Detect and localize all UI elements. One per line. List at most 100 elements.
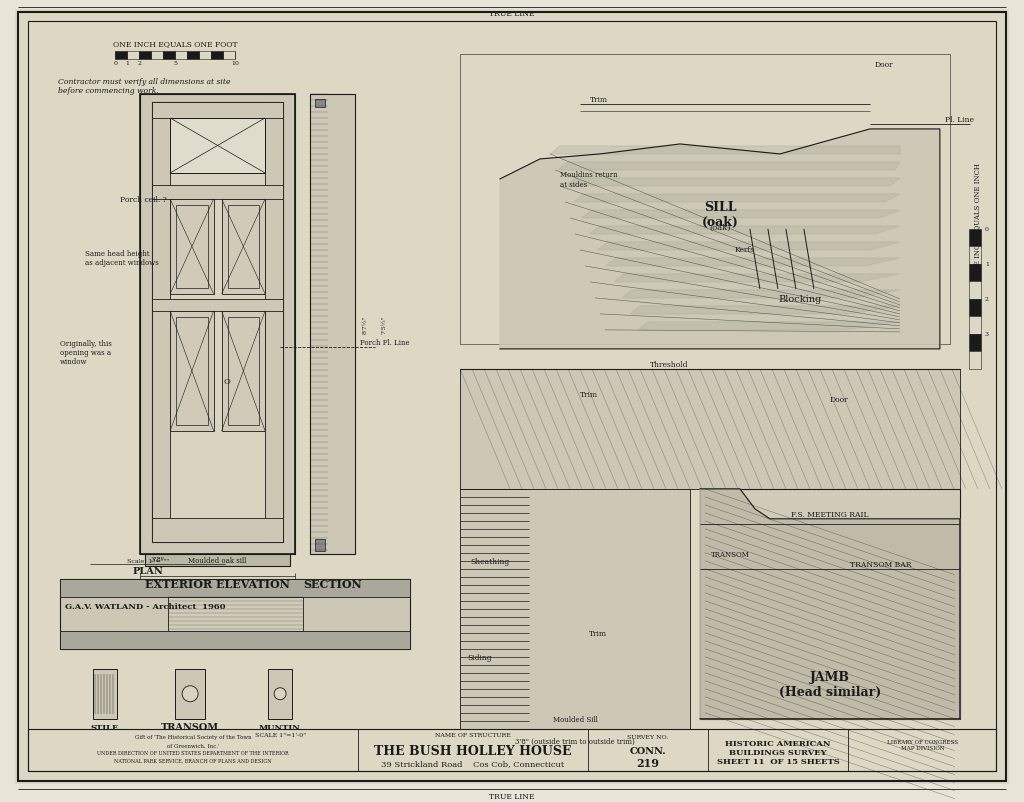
Polygon shape [550, 147, 900, 155]
Polygon shape [622, 290, 900, 298]
Text: PLAN: PLAN [132, 566, 163, 576]
Text: CONN.: CONN. [630, 747, 667, 755]
Bar [315, 539, 325, 551]
Circle shape [182, 686, 198, 702]
Text: Contractor must verify all dimensions at site
before commencing work.: Contractor must verify all dimensions at… [58, 78, 230, 95]
Bar [265, 103, 283, 542]
Polygon shape [614, 274, 900, 282]
Bar [60, 579, 410, 597]
Bar [170, 311, 214, 431]
Bar [199, 52, 211, 60]
Bar [227, 205, 259, 289]
Text: NAME OF STRUCTURE: NAME OF STRUCTURE [435, 732, 511, 737]
Text: TRUE LINE: TRUE LINE [489, 10, 535, 18]
Circle shape [274, 688, 286, 700]
Bar [969, 317, 981, 334]
Text: SECTION: SECTION [303, 578, 361, 589]
Bar [175, 669, 205, 719]
Text: 0: 0 [985, 227, 989, 232]
Text: EXTERIOR ELEVATION: EXTERIOR ELEVATION [145, 578, 290, 589]
Polygon shape [590, 227, 900, 235]
Polygon shape [606, 258, 900, 266]
Text: 8'7½": 8'7½" [364, 315, 368, 334]
Bar [969, 299, 981, 317]
Text: Door: Door [874, 61, 894, 69]
Bar [115, 52, 127, 60]
Text: Trim: Trim [580, 391, 598, 399]
Text: Mouldins return
at sides: Mouldins return at sides [560, 171, 617, 188]
Bar [170, 200, 214, 294]
Text: 5: 5 [173, 62, 177, 67]
Bar [227, 318, 259, 425]
Text: 2: 2 [137, 62, 141, 67]
Text: THE BUSH HOLLEY HOUSE: THE BUSH HOLLEY HOUSE [374, 744, 571, 757]
Bar [310, 95, 355, 554]
Bar [60, 579, 410, 649]
Text: 39 Strickland Road    Cos Cob, Connecticut: 39 Strickland Road Cos Cob, Connecticut [381, 759, 564, 767]
Text: Siding: Siding [468, 653, 493, 661]
Text: 0: 0 [113, 62, 117, 67]
Text: G.A.V. WATLAND - Architect  1960: G.A.V. WATLAND - Architect 1960 [66, 602, 225, 610]
Bar [168, 597, 302, 631]
Text: 3'8" (outside trim to outside trim): 3'8" (outside trim to outside trim) [515, 737, 635, 745]
Bar [153, 299, 283, 311]
Bar [969, 282, 981, 299]
Bar [139, 52, 152, 60]
Text: (oak): (oak) [710, 224, 731, 232]
Text: of Greenwich, Inc.': of Greenwich, Inc.' [167, 743, 219, 747]
Bar [145, 554, 290, 566]
Bar [153, 186, 283, 200]
Text: HISTORIC AMERICAN
BUILDINGS SURVEY
SHEET 11  OF 15 SHEETS: HISTORIC AMERICAN BUILDINGS SURVEY SHEET… [717, 739, 840, 765]
Polygon shape [598, 243, 900, 250]
Text: 1: 1 [985, 262, 989, 267]
Bar [315, 99, 325, 107]
Bar [153, 518, 283, 542]
Polygon shape [566, 179, 900, 187]
Bar [969, 352, 981, 370]
Text: O: O [223, 378, 230, 386]
Bar [175, 52, 187, 60]
Text: 3'8": 3'8" [151, 555, 165, 563]
Bar [127, 52, 139, 60]
Bar [140, 95, 295, 554]
Bar [163, 52, 175, 60]
Text: ONE INCH EQUALS ONE INCH: ONE INCH EQUALS ONE INCH [973, 163, 981, 277]
Text: Porch ceil. ?: Porch ceil. ? [120, 196, 167, 204]
Bar [969, 334, 981, 352]
Bar [187, 52, 199, 60]
Text: TRUE LINE: TRUE LINE [489, 792, 535, 800]
Text: 7'5½": 7'5½" [381, 315, 386, 334]
Text: MUNTIN: MUNTIN [259, 723, 301, 731]
Text: Blocking: Blocking [778, 295, 821, 304]
Polygon shape [582, 211, 900, 219]
Text: ONE INCH EQUALS ONE FOOT: ONE INCH EQUALS ONE FOOT [113, 40, 238, 48]
Bar [153, 103, 283, 119]
Polygon shape [558, 163, 900, 171]
Bar [170, 119, 265, 174]
Bar [176, 318, 208, 425]
Text: Same head height
as adjacent windows: Same head height as adjacent windows [85, 249, 159, 267]
Bar [176, 205, 208, 289]
Text: Door: Door [829, 395, 849, 403]
Polygon shape [638, 322, 900, 330]
Text: Originally, this
opening was a
window: Originally, this opening was a window [60, 339, 112, 366]
Bar [460, 370, 959, 489]
Bar [700, 489, 959, 719]
Text: Kerfs: Kerfs [735, 245, 755, 253]
Bar [211, 52, 223, 60]
Text: Pl. Line: Pl. Line [945, 115, 974, 124]
Text: F.S. MEETING RAIL: F.S. MEETING RAIL [792, 510, 868, 518]
Bar [140, 95, 295, 554]
Text: SILL
(oak): SILL (oak) [701, 200, 738, 229]
Text: Moulded oak sill: Moulded oak sill [188, 556, 247, 564]
Bar [969, 265, 981, 282]
Bar [268, 669, 292, 719]
Polygon shape [630, 306, 900, 314]
Text: Threshold: Threshold [650, 360, 688, 368]
Text: Trim: Trim [589, 629, 607, 637]
Text: 10: 10 [231, 62, 239, 67]
Text: 2: 2 [985, 297, 989, 302]
Text: 1: 1 [125, 62, 129, 67]
Polygon shape [700, 489, 959, 719]
Bar [221, 200, 265, 294]
